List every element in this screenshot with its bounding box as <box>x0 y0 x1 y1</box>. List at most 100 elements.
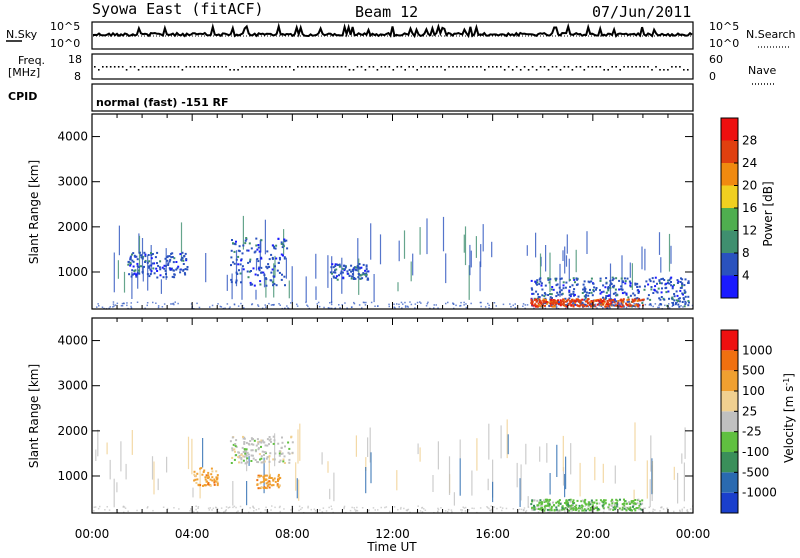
echo-cell <box>562 298 565 301</box>
freq-dot <box>675 66 677 68</box>
ground-echo <box>460 509 462 511</box>
echo-cell <box>131 269 134 272</box>
echo-cell <box>271 268 274 271</box>
echo-cell <box>266 250 269 253</box>
y-tick-label: 2000 <box>57 424 88 438</box>
echo-cell <box>535 298 538 301</box>
ground-echo <box>198 306 201 309</box>
echo-cell <box>674 303 677 306</box>
freq-dot <box>205 66 207 68</box>
echo-cell <box>620 285 623 288</box>
ground-echo <box>398 306 400 308</box>
echo-streak <box>621 255 623 292</box>
echo-cell <box>555 284 558 287</box>
echo-cell <box>675 302 677 305</box>
echo-cell <box>547 277 550 280</box>
echo-cell <box>280 241 283 244</box>
echo-cell <box>681 278 684 281</box>
ground-echo <box>404 301 406 304</box>
echo-streak <box>205 253 207 283</box>
freq-dot <box>563 66 566 68</box>
echo-cell <box>612 509 615 511</box>
echo-cell <box>213 478 216 481</box>
echo-cell <box>586 300 589 303</box>
echo-cell <box>233 250 236 253</box>
ground-echo <box>598 303 600 305</box>
ground-echo <box>224 307 226 309</box>
ground-echo <box>355 509 358 512</box>
ground-echo <box>634 306 637 308</box>
echo-cell <box>163 264 166 267</box>
echo-cell <box>250 270 252 272</box>
freq-dot <box>543 66 546 68</box>
echo-cell <box>182 268 185 271</box>
echo-cell <box>205 474 208 477</box>
echo-cell <box>575 277 578 280</box>
echo-cell <box>555 295 558 298</box>
echo-cell <box>663 279 666 281</box>
echo-cell <box>260 445 262 448</box>
echo-streak <box>357 238 359 272</box>
echo-cell <box>680 286 683 289</box>
echo-cell <box>185 259 188 262</box>
echo-cell <box>281 436 283 439</box>
noise-left-tick-bottom: 10^0 <box>50 37 80 50</box>
ground-echo <box>659 510 661 512</box>
x-tick-label: 08:00 <box>275 527 310 541</box>
echo-cell <box>233 262 236 265</box>
echo-cell <box>140 265 142 268</box>
echo-streak <box>526 245 528 256</box>
echo-cell <box>263 475 266 478</box>
ground-echo <box>419 510 422 512</box>
echo-cell <box>531 507 533 510</box>
echo-cell <box>620 299 623 302</box>
echo-cell <box>538 296 541 299</box>
echo-cell <box>573 288 576 291</box>
echo-cell <box>253 251 256 254</box>
echo-streak <box>683 462 685 502</box>
colorbar-segment <box>721 370 738 391</box>
ground-echo <box>192 510 195 513</box>
echo-cell <box>605 282 608 285</box>
echo-cell <box>267 483 270 486</box>
echo-cell <box>559 299 562 302</box>
echo-streak <box>566 234 568 254</box>
echo-streak <box>641 246 643 270</box>
echo-cell <box>625 293 628 296</box>
echo-cell <box>683 284 686 287</box>
echo-cell <box>547 502 550 505</box>
ground-echo <box>121 305 124 307</box>
echo-cell <box>366 270 369 273</box>
echo-cell <box>168 267 171 270</box>
ground-echo <box>196 511 199 513</box>
echo-cell <box>591 294 594 297</box>
echo-cell <box>211 476 214 479</box>
freq-dot <box>599 66 602 68</box>
freq-panel: Freq. [MHz] 18 8 60 0 Nave <box>8 53 776 85</box>
echo-cell <box>536 504 539 507</box>
echo-streak <box>157 478 159 491</box>
ground-echo <box>385 506 388 508</box>
echo-cell <box>642 298 645 301</box>
echo-cell <box>196 478 199 481</box>
freq-dot <box>281 66 283 68</box>
ground-echo <box>372 507 375 509</box>
freq-dot <box>623 66 625 68</box>
echo-streak <box>594 456 596 481</box>
freq-dot <box>559 69 562 71</box>
freq-dot <box>663 69 665 71</box>
echo-cell <box>533 297 536 300</box>
echo-cell <box>259 283 262 286</box>
freq-dot <box>372 66 375 68</box>
echo-cell <box>179 253 182 256</box>
echo-cell <box>273 477 276 480</box>
echo-cell <box>175 261 178 263</box>
ground-echo <box>235 506 237 509</box>
echo-cell <box>531 288 534 291</box>
freq-dot <box>233 69 235 71</box>
echo-cell <box>153 262 156 265</box>
echo-cell <box>559 291 561 293</box>
colorbar-segment <box>721 472 738 493</box>
echo-streak <box>202 438 204 468</box>
ground-echo <box>388 305 390 308</box>
